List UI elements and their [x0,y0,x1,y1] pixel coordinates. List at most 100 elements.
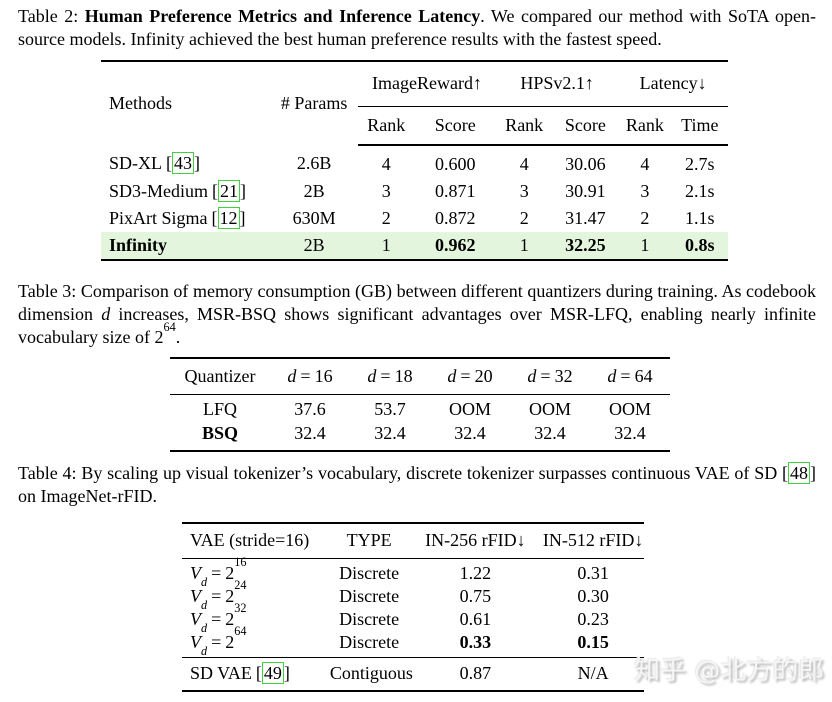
cell-in512: 0.15 [577,631,609,652]
cell-vae-name: SD VAE[49] [182,657,330,691]
cell-lat-rank: 1 [640,234,650,255]
col-header-d64: d = 64 [590,358,670,395]
cell-type: Discrete [339,585,400,606]
col-group-imagereward: ImageReward↑ [358,61,496,107]
citation-link[interactable]: 21 [218,179,240,202]
cell-in512: N/A [542,657,644,691]
table-row-lfq: LFQ 37.6 53.7 OOM OOM OOM [170,395,670,423]
math-var-d: d [527,365,537,386]
cell-memory: OOM [608,399,651,420]
cell-ir-score: 0.962 [434,234,476,255]
bracket-open: [ [166,153,172,174]
dim-value: 32 [554,365,573,386]
math-var-d: d [287,365,297,386]
equals-sign: = [460,365,471,386]
cell-lat-rank: 4 [640,153,650,174]
dim-value: 16 [314,365,333,386]
math-sub-d: d [201,643,208,658]
citation: [21] [212,179,246,202]
cell-type: Contiguous [329,657,413,691]
col-header-ir-score: Score [414,106,496,146]
cell-method: PixArt Sigma[12] [101,205,270,232]
citation-link[interactable]: 12 [217,206,240,229]
col-group-latency: Latency↓ [618,61,728,107]
col-header-quantizer: Quantizer [170,358,270,395]
table4-caption: Table 4: By scaling up visual tokenizer’… [18,462,816,508]
math-var-d: d [101,304,111,324]
table4-header-row: VAE (stride=16) TYPE IN-256 rFID↓ IN-512… [182,523,644,559]
caption-text: . We compared our method with SoTA open-… [18,6,817,49]
bracket-open: [ [211,207,218,228]
col-header-lat-rank: Rank [618,106,672,146]
table3-caption: Table 3: Comparison of memory consumptio… [18,280,816,349]
citation-link[interactable]: 48 [788,462,811,484]
bracket-close: ] [240,180,246,201]
col-group-hpsv21: HPSv2.1↑ [495,61,619,107]
cell-method: Infinity [101,232,270,260]
math-base: 2 [225,585,235,606]
citation-link[interactable]: 43 [172,152,194,175]
math-base: 2 [225,631,235,652]
cell-lat-time: 2.7s [685,153,715,174]
table-4-tokenizer-rfid: VAE (stride=16) TYPE IN-256 rFID↓ IN-512… [182,522,644,692]
cell-hps-rank: 3 [519,180,529,201]
col-header-d16: d = 16 [270,358,350,395]
math-sub-d: d [201,574,208,589]
bracket-close: ] [239,207,246,228]
caption-label: Table 4: [18,463,82,483]
method-name: SD VAE [190,663,252,684]
table-row-vd-2-16: Vd = 216 Discrete 1.22 0.31 [182,556,644,589]
cell-vocab: Vd = 232 [182,602,330,634]
math-var-v: V [190,585,201,606]
math-base: 2 [225,608,235,629]
cell-hps-score: 32.25 [565,234,606,255]
method-name: Infinity [109,234,168,255]
caption-bold-title: Human Preference Metrics and Inference L… [84,6,481,26]
cell-method: SD-XL[43] [101,145,270,178]
cell-in256: 0.33 [459,631,492,652]
table-3-quantizer-memory: Quantizer d = 16 d = 18 d = 20 d = 32 d = 64 LFQ 3… [170,357,670,452]
zhihu-watermark: 知乎 @北方的郎 [634,656,825,686]
cell-ir-score: 0.871 [434,180,476,201]
cell-ir-score: 0.600 [434,153,476,174]
col-header-hps-score: Score [552,106,619,146]
cell-lat-rank: 3 [640,180,650,201]
cell-memory: 32.4 [614,423,646,444]
math-var-v: V [190,562,201,583]
cell-hps-rank: 1 [519,234,529,255]
cell-type: Discrete [339,631,400,652]
equals-sign: = [211,608,222,629]
cell-memory: 32.4 [534,423,566,444]
cell-type: Discrete [339,608,400,629]
col-header-methods: Methods [109,92,172,113]
cell-ir-rank: 1 [381,234,391,255]
table-row-sdxl: SD-XL[43] 2.6B 4 0.600 4 30.06 4 2.7s [101,145,728,178]
cell-memory: 32.4 [294,423,326,444]
cell-hps-score: 30.06 [565,153,606,174]
caption-text: Comparison of memory consumption (GB) be… [18,281,817,324]
bracket-close: ] [194,153,200,174]
bracket-open: [ [782,463,789,483]
bracket-open: [ [212,180,218,201]
math-exponent: 32 [234,601,247,616]
caption-text: increases, MSR-BSQ shows significant adv… [18,304,816,347]
method-name: PixArt Sigma [109,207,208,228]
cell-memory: 32.4 [454,423,486,444]
cell-params: 2B [303,180,325,201]
caption-text: By scaling up visual tokenizer’s vocabul… [81,463,783,483]
citation: [12] [211,206,246,229]
cell-lat-time: 0.8s [685,234,715,255]
bracket-open: [ [255,663,262,684]
dim-value: 64 [634,365,653,386]
cell-memory: OOM [448,399,491,420]
cell-method: SD3-Medium[21] [101,178,270,205]
citation-link[interactable]: 49 [261,662,284,685]
cell-vocab: Vd = 264 [182,625,330,658]
cell-in512: 0.30 [577,585,609,606]
math-base: 2 [154,327,164,347]
cell-in256: 1.22 [459,562,492,583]
math-sub-d: d [201,620,208,635]
cell-vocab: Vd = 224 [182,579,330,611]
equals-sign: = [211,585,222,606]
table2-caption: Table 2: Human Preference Metrics and In… [18,5,816,51]
